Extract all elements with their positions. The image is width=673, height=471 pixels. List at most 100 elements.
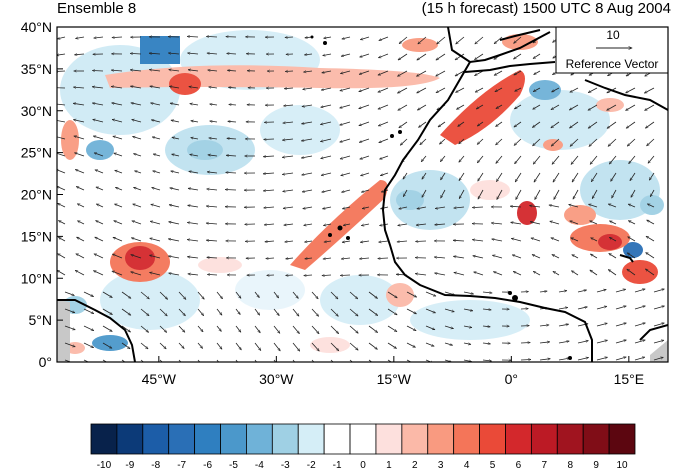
wind-vector — [549, 205, 560, 208]
wind-vector — [83, 359, 93, 362]
wind-vector — [359, 258, 370, 259]
colorbar-label: 10 — [616, 460, 628, 471]
colorbar-swatch — [220, 423, 247, 455]
wind-vector — [121, 291, 131, 299]
wind-vector — [324, 241, 332, 242]
wind-vector — [653, 340, 664, 344]
wind-vector — [511, 222, 522, 225]
wind-vector — [115, 170, 123, 174]
wind-vector — [558, 341, 569, 344]
colorbar-label: 7 — [542, 460, 548, 471]
wind-vector — [113, 236, 123, 242]
colorbar-label: -1 — [333, 460, 342, 471]
wind-vector — [133, 204, 142, 208]
wind-vector — [131, 238, 142, 242]
wind-vector — [361, 224, 370, 226]
wind-vector — [436, 70, 446, 77]
wind-vector — [342, 36, 351, 39]
wind-vector — [92, 71, 104, 72]
wind-vector — [493, 271, 503, 276]
wind-vector — [379, 241, 389, 242]
wind-vector — [94, 37, 104, 38]
wind-vector — [342, 206, 351, 209]
wind-vector — [477, 138, 484, 145]
wind-vector — [634, 323, 646, 327]
wind-vector — [93, 270, 104, 276]
wind-vector — [322, 206, 332, 209]
colorbar-swatch — [582, 423, 610, 455]
wind-vector — [132, 137, 142, 140]
wind-vector — [121, 359, 126, 362]
wind-vector — [615, 289, 626, 293]
wind-vector — [440, 155, 446, 162]
wind-vector — [283, 207, 294, 208]
wind-vector — [455, 70, 465, 77]
wind-vector — [320, 121, 332, 125]
wind-vector — [539, 291, 547, 292]
wind-vector — [96, 203, 104, 208]
wind-vector — [286, 258, 294, 259]
wind-vector — [482, 326, 490, 327]
wind-vector — [648, 172, 655, 180]
colorbar-label: -6 — [203, 460, 212, 471]
wind-vector — [330, 308, 338, 316]
wind-vector — [75, 169, 85, 174]
wind-vector — [400, 138, 408, 145]
wind-vector — [496, 172, 503, 182]
wind-vector — [456, 104, 465, 110]
wind-vector — [368, 291, 378, 299]
wind-vector — [492, 255, 503, 259]
wind-vector — [609, 253, 617, 259]
wind-vector — [610, 172, 617, 181]
wind-vector — [235, 291, 241, 298]
wind-vector — [121, 325, 131, 333]
wind-vector — [150, 238, 161, 242]
wind-vector — [64, 291, 75, 296]
wind-vector — [458, 172, 465, 181]
wind-vector — [77, 236, 85, 242]
wind-vector — [529, 206, 541, 207]
wind-vector — [93, 119, 104, 123]
wind-vector — [301, 155, 313, 158]
wind-vector — [74, 153, 85, 157]
wind-vector — [533, 138, 541, 146]
wind-vector — [151, 120, 161, 123]
wind-vector — [58, 236, 66, 242]
wind-vector — [341, 172, 351, 176]
wind-vector — [646, 235, 655, 242]
wind-vector — [425, 291, 436, 297]
wind-vector — [532, 254, 541, 259]
wind-vector — [590, 269, 598, 276]
wind-vector — [513, 271, 522, 276]
wind-vector — [92, 87, 104, 88]
wind-vector — [178, 342, 184, 349]
wind-vector — [321, 172, 332, 175]
wind-vector — [171, 120, 180, 123]
wind-vector — [476, 104, 484, 110]
wind-vector — [150, 221, 161, 225]
wind-vector — [569, 205, 579, 208]
wind-vector — [57, 136, 66, 140]
wind-vector — [324, 37, 332, 38]
colorbar-label: -5 — [229, 460, 238, 471]
wind-vector — [75, 37, 85, 39]
wind-vector — [607, 121, 617, 129]
wind-vector — [349, 325, 358, 333]
wind-vector — [96, 220, 104, 225]
wind-vector — [111, 86, 123, 89]
wind-vector — [150, 103, 161, 106]
wind-vector — [588, 204, 598, 208]
wind-vector — [140, 325, 149, 332]
wind-vector — [569, 121, 579, 129]
colorbar-swatch — [479, 423, 506, 455]
wind-vector — [178, 308, 186, 316]
wind-vector — [436, 87, 446, 94]
wind-vector — [75, 269, 85, 276]
wind-vector — [551, 121, 560, 129]
wind-vector — [112, 119, 123, 123]
reference-vector-magnitude: 10 — [606, 28, 620, 42]
wind-vector — [321, 155, 332, 159]
wind-vector — [273, 291, 279, 298]
wind-vector — [406, 308, 417, 315]
wind-vector — [360, 172, 370, 176]
